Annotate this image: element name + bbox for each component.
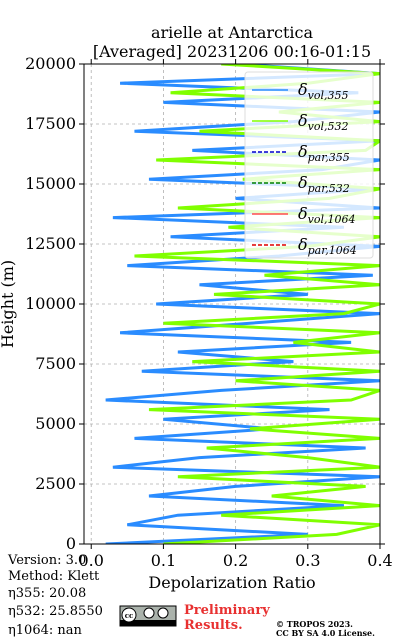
y-tick-label: 17500: [25, 114, 76, 133]
y-tick-label: 0: [66, 534, 76, 553]
legend: δvol,355δvol,532δpar,355δpar,532δvol,106…: [252, 80, 357, 257]
legend-symbol: δ: [298, 235, 308, 254]
annotation: Method: Klett: [8, 569, 100, 584]
legend-subscript: par,1064: [308, 244, 357, 257]
y-axis-label: Height (m): [0, 260, 17, 348]
badge-line: Results.: [184, 618, 243, 633]
legend-subscript: vol,1064: [308, 213, 356, 226]
x-tick-label: 0.1: [151, 551, 176, 570]
legend-subscript: par,532: [308, 182, 350, 195]
y-tick-label: 2500: [35, 474, 76, 493]
x-tick-label: 0.2: [223, 551, 248, 570]
y-tick-label: 5000: [35, 414, 76, 433]
badge-line: Preliminary: [184, 603, 270, 618]
legend-label: δvol,355: [298, 80, 349, 102]
chart-subtitle: [Averaged] 20231206 00:16-01:15: [93, 42, 371, 61]
legend-symbol: δ: [298, 111, 308, 130]
ticks: 0.0 0.1 0.2 0.3 0.4 0 2500 5000 7500 10000 12500 15…: [25, 54, 393, 570]
y-tick-label: 10000: [25, 294, 76, 313]
legend-subscript: vol,532: [308, 120, 349, 133]
y-tick-label: 20000: [25, 54, 76, 73]
annotation: η1064: nan: [8, 623, 83, 638]
y-tick-label: 15000: [25, 174, 76, 193]
legend-label: δvol,1064: [298, 204, 356, 226]
y-tick-label: 12500: [25, 234, 76, 253]
annotation: Version: 3.0: [7, 553, 86, 568]
legend-symbol: δ: [298, 173, 308, 192]
x-tick-label: 0.3: [295, 551, 320, 570]
x-tick-label: 0.0: [78, 551, 103, 570]
legend-symbol: δ: [298, 204, 308, 223]
legend-label: δpar,355: [298, 142, 350, 164]
legend-label: δpar,1064: [298, 235, 357, 257]
svg-text:cc: cc: [125, 611, 134, 620]
legend-box: [244, 71, 374, 259]
legend-label: δpar,532: [298, 173, 350, 195]
series-line: [134, 64, 380, 544]
annotation: η355: 20.08: [8, 586, 86, 601]
copyright: © TROPOS 2023.: [276, 619, 353, 629]
annotation: η532: 25.8550: [8, 604, 103, 619]
legend-symbol: δ: [298, 142, 308, 161]
copyright: CC BY SA 4.0 License.: [276, 628, 375, 638]
legend-subscript: vol,355: [308, 89, 349, 102]
legend-symbol: δ: [298, 80, 308, 99]
x-axis-label: Depolarization Ratio: [148, 573, 315, 592]
legend-label: δvol,532: [298, 111, 349, 133]
x-tick-label: 0.4: [367, 551, 392, 570]
y-tick-label: 7500: [35, 354, 76, 373]
legend-subscript: par,355: [308, 151, 350, 164]
cc-logo: cc: [119, 605, 177, 627]
chart-title: arielle at Antarctica: [151, 23, 314, 42]
